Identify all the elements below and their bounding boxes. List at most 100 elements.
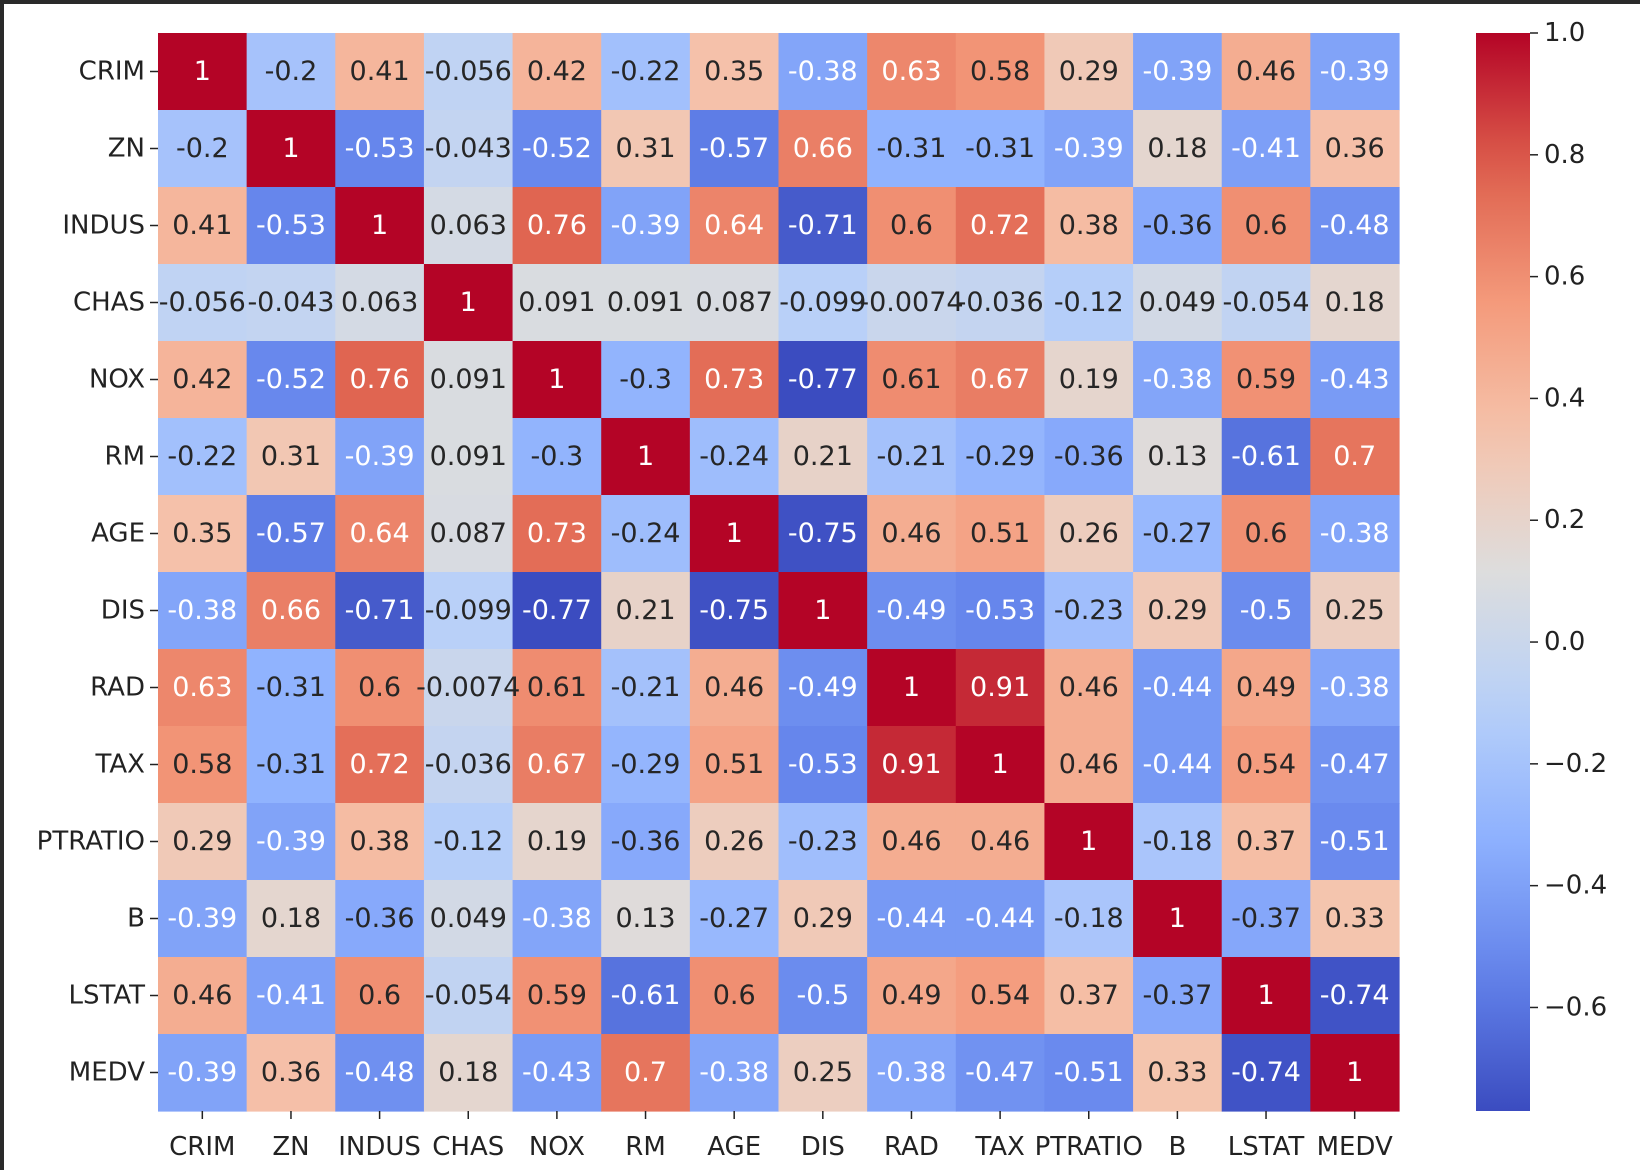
cell-value-label: -0.75 [699, 595, 769, 626]
cell-value-label: 0.37 [1236, 826, 1296, 857]
heatmap-cell [955, 1034, 1046, 1112]
heatmap-cell [1133, 341, 1223, 419]
heatmap-cell [689, 803, 780, 881]
heatmap-cell [778, 726, 868, 804]
heatmap-cell [1044, 418, 1134, 496]
cell-value-label: -0.23 [1054, 595, 1124, 626]
colorbar: 1.0 0.8 0.6 0.4 0.2 0.0 −0.2 −0.4 −0.6 [1476, 18, 1607, 1111]
heatmap-cell [601, 264, 691, 342]
cell-value-label: 0.37 [1059, 980, 1119, 1011]
cell-value-label: -0.38 [1320, 672, 1390, 703]
heatmap-cell [601, 649, 691, 727]
heatmap-cell [867, 495, 957, 573]
cell-value-label: 0.46 [881, 826, 941, 857]
colorbar-tick-label: 0.8 [1544, 140, 1585, 170]
colorbar-gradient [1476, 33, 1530, 1111]
heatmap-cell [335, 1034, 425, 1112]
cell-value-label: -0.41 [1231, 133, 1301, 164]
heatmap-cell [423, 726, 514, 804]
colorbar-tick-label: −0.6 [1544, 992, 1607, 1022]
heatmap-cell [1133, 880, 1223, 958]
heatmap-cell [778, 418, 868, 496]
cell-value-label: -0.47 [1320, 749, 1390, 780]
heatmap-cell [423, 264, 514, 342]
cell-value-label: -0.39 [167, 903, 237, 934]
heatmap-cell [1221, 572, 1311, 650]
heatmap-cell [1221, 341, 1311, 419]
cell-value-label: -0.41 [256, 980, 326, 1011]
colorbar-tick-label: −0.4 [1544, 871, 1607, 901]
heatmap-cell [1133, 803, 1223, 881]
heatmap-cell [689, 572, 780, 650]
cell-value-label: 0.29 [1059, 56, 1119, 87]
cell-value-label: -0.77 [522, 595, 592, 626]
cell-value-label: -0.18 [1142, 826, 1212, 857]
cell-value-label: -0.31 [965, 133, 1035, 164]
heatmap-cell [867, 1034, 957, 1112]
heatmap-cell [158, 187, 248, 265]
heatmap-cell [955, 110, 1046, 188]
cell-value-label: 0.67 [970, 364, 1030, 395]
cell-value-label: 0.91 [881, 749, 941, 780]
heatmap-cell [601, 341, 691, 419]
y-tick-label: RM [105, 442, 146, 472]
cell-value-label: -0.21 [611, 672, 681, 703]
heatmap-cell [867, 264, 957, 342]
cell-value-label: -0.53 [788, 749, 858, 780]
cell-value-label: 1 [1080, 826, 1097, 857]
heatmap-cell [689, 418, 780, 496]
colorbar-tick-label: 0.4 [1544, 383, 1585, 413]
cell-value-label: -0.44 [877, 903, 947, 934]
heatmap-cell [335, 726, 425, 804]
heatmap-cell [335, 649, 425, 727]
heatmap-cell [1221, 33, 1311, 111]
cell-value-label: -0.61 [1231, 441, 1301, 472]
cell-value-label: 0.26 [1059, 518, 1119, 549]
heatmap-cell [1221, 1034, 1311, 1112]
cell-value-label: -0.036 [957, 287, 1044, 318]
heatmap-cell [512, 572, 602, 650]
heatmap-cell [1310, 341, 1400, 419]
colorbar-tick-label: 0.2 [1544, 505, 1585, 535]
cell-value-label: 1 [726, 518, 743, 549]
heatmap-cell [335, 110, 425, 188]
cell-value-label: -0.2 [176, 133, 229, 164]
cell-value-label: -0.49 [788, 672, 858, 703]
x-tick-label: B [1168, 1132, 1186, 1162]
heatmap-cell [867, 649, 957, 727]
cell-value-label: 0.42 [527, 56, 587, 87]
cell-value-label: -0.12 [433, 826, 503, 857]
cell-value-label: 0.091 [430, 441, 507, 472]
cell-value-label: -0.44 [1142, 672, 1212, 703]
y-tick-label: NOX [89, 365, 145, 395]
heatmap-cell [601, 880, 691, 958]
heatmap-cell [601, 726, 691, 804]
heatmap-cell [512, 33, 602, 111]
heatmap-cell [158, 957, 248, 1035]
heatmap-cell [512, 1034, 602, 1112]
cell-value-label: -0.48 [345, 1057, 415, 1088]
cell-value-label: 0.35 [704, 56, 764, 87]
x-tick-label: CRIM [169, 1132, 235, 1162]
cell-value-label: 0.66 [261, 595, 321, 626]
cell-value-label: -0.38 [788, 56, 858, 87]
heatmap-cell [1044, 957, 1134, 1035]
heatmap-cell [1133, 418, 1223, 496]
heatmap-cell [423, 341, 514, 419]
heatmap-cell [955, 957, 1046, 1035]
heatmap-cell [778, 187, 868, 265]
heatmap-cell [689, 726, 780, 804]
heatmap-cell [1221, 187, 1311, 265]
colorbar-tick-label: 0.6 [1544, 262, 1585, 292]
cell-value-label: 0.26 [704, 826, 764, 857]
cell-value-label: -0.53 [256, 210, 326, 241]
heatmap-cell [1310, 957, 1400, 1035]
cell-value-label: 0.46 [1236, 56, 1296, 87]
cell-value-label: 0.18 [438, 1057, 498, 1088]
cell-value-label: 0.72 [350, 749, 410, 780]
heatmap-cell [246, 495, 336, 573]
heatmap-cell [689, 1034, 780, 1112]
heatmap-cell [689, 957, 780, 1035]
heatmap-cell [867, 957, 957, 1035]
cell-value-label: 0.6 [1245, 210, 1288, 241]
